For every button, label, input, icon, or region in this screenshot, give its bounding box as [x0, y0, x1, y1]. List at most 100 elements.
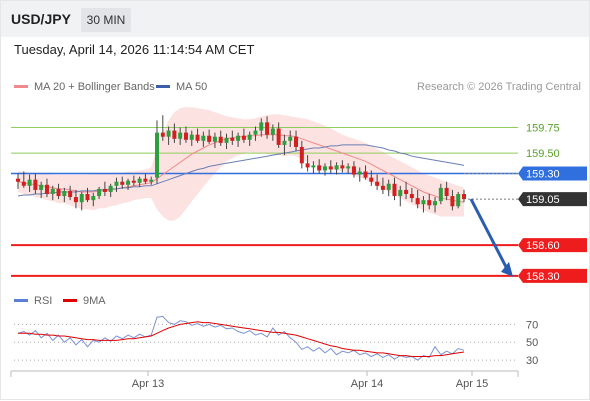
candle-body: [415, 198, 420, 205]
ma50-line: [17, 144, 465, 197]
candle-body: [369, 177, 374, 182]
candle-body: [427, 200, 432, 206]
candle-body: [27, 179, 32, 186]
x-tick-Apr-15: Apr 15: [456, 378, 488, 390]
candle-body: [404, 189, 409, 194]
9ma-legend-label: 9MA: [83, 295, 106, 307]
candle-body: [328, 166, 333, 170]
legend-bollinger: MA 20 + Bollinger Bands: [14, 81, 155, 93]
rsi-swatch: [14, 298, 28, 302]
candle-body: [120, 181, 125, 185]
candle-body: [236, 135, 241, 141]
rsi-tick-70: 70: [526, 319, 538, 331]
candles-group: [16, 115, 466, 213]
candle-body: [363, 171, 368, 178]
credit-text: Research © 2026 Trading Central: [416, 81, 581, 93]
candle-body: [322, 166, 327, 171]
candle-body: [386, 183, 391, 190]
candle-body: [39, 184, 44, 190]
legend-rsi: RSI: [14, 295, 52, 307]
candle-body: [207, 135, 212, 142]
candle-body: [16, 178, 20, 182]
timeframe-button[interactable]: 30 MIN: [81, 8, 131, 32]
rsi-9ma-line: [18, 321, 465, 357]
candle-body: [398, 189, 403, 197]
candle-body: [351, 166, 356, 175]
candle-body: [311, 165, 316, 168]
candle-body: [143, 178, 148, 182]
level-label-159.50: 159.50: [526, 148, 560, 160]
symbol-label: USD/JPY: [11, 11, 71, 27]
level-label-159.05: 159.05: [526, 194, 560, 206]
candle-body: [288, 136, 293, 141]
candle-body: [218, 136, 223, 143]
candle-body: [56, 188, 61, 197]
candle-body: [178, 132, 183, 139]
candle-body: [73, 197, 78, 203]
candle-body: [44, 184, 49, 194]
candle-body: [421, 200, 426, 205]
candle-body: [201, 135, 206, 141]
legend-ma50: MA 50: [156, 81, 207, 93]
candle-body: [126, 180, 131, 185]
candle-body: [247, 134, 252, 140]
candle-body: [62, 190, 67, 197]
candle-body: [183, 132, 188, 140]
candle-body: [438, 187, 443, 202]
candle-body: [91, 196, 96, 201]
datetime-label: Tuesday, April 14, 2026 11:14:54 AM CET: [14, 42, 255, 57]
candle-body: [392, 183, 397, 197]
rsi-legend-label: RSI: [34, 295, 53, 307]
candle-body: [50, 188, 55, 194]
9ma-swatch: [63, 298, 77, 302]
candle-body: [155, 132, 160, 178]
candle-body: [21, 181, 26, 186]
bollinger-legend-label: MA 20 + Bollinger Bands: [34, 81, 155, 93]
level-tag-159.30: [518, 166, 587, 181]
candle-body: [334, 165, 339, 170]
forecast-arrow-head: [501, 261, 513, 277]
candle-body: [444, 187, 449, 197]
x-tick-Apr-14: Apr 14: [351, 378, 383, 390]
candle-body: [79, 194, 84, 203]
candle-body: [253, 130, 258, 135]
candle-body: [305, 163, 310, 168]
candle-body: [340, 165, 345, 169]
candle-body: [212, 136, 217, 142]
candle-body: [270, 128, 275, 135]
level-label-159.30: 159.30: [526, 169, 560, 181]
legend-9ma: 9MA: [63, 295, 106, 307]
level-tag-158.60: [518, 238, 587, 253]
ma20-line: [17, 134, 465, 203]
candle-body: [97, 188, 102, 197]
ma50-legend-label: MA 50: [176, 81, 208, 93]
candle-body: [137, 178, 142, 183]
candle-body: [433, 201, 438, 206]
candle-body: [33, 179, 38, 190]
candle-body: [265, 122, 270, 135]
candle-body: [375, 181, 380, 186]
header-bar: USD/JPY 30 MIN: [1, 1, 589, 37]
candle-body: [357, 171, 362, 175]
candle-body: [166, 130, 171, 137]
level-tag-158.30: [518, 268, 587, 283]
candle-body: [299, 146, 304, 164]
candle-body: [160, 132, 165, 137]
x-tick-Apr-13: Apr 13: [132, 378, 164, 390]
candle-body: [276, 128, 281, 145]
candle-body: [462, 194, 466, 200]
level-label-158.30: 158.30: [526, 271, 560, 283]
candle-body: [149, 179, 154, 182]
candle-body: [172, 130, 177, 139]
ma50-swatch: [156, 84, 170, 88]
candle-body: [259, 122, 264, 131]
candle-body: [189, 134, 194, 140]
candle-body: [108, 185, 113, 192]
candle-body: [85, 194, 90, 201]
bollinger-swatch: [14, 84, 28, 88]
rsi-tick-30: 30: [526, 355, 538, 367]
candle-body: [450, 196, 455, 207]
forecast-arrow-line: [469, 198, 509, 270]
